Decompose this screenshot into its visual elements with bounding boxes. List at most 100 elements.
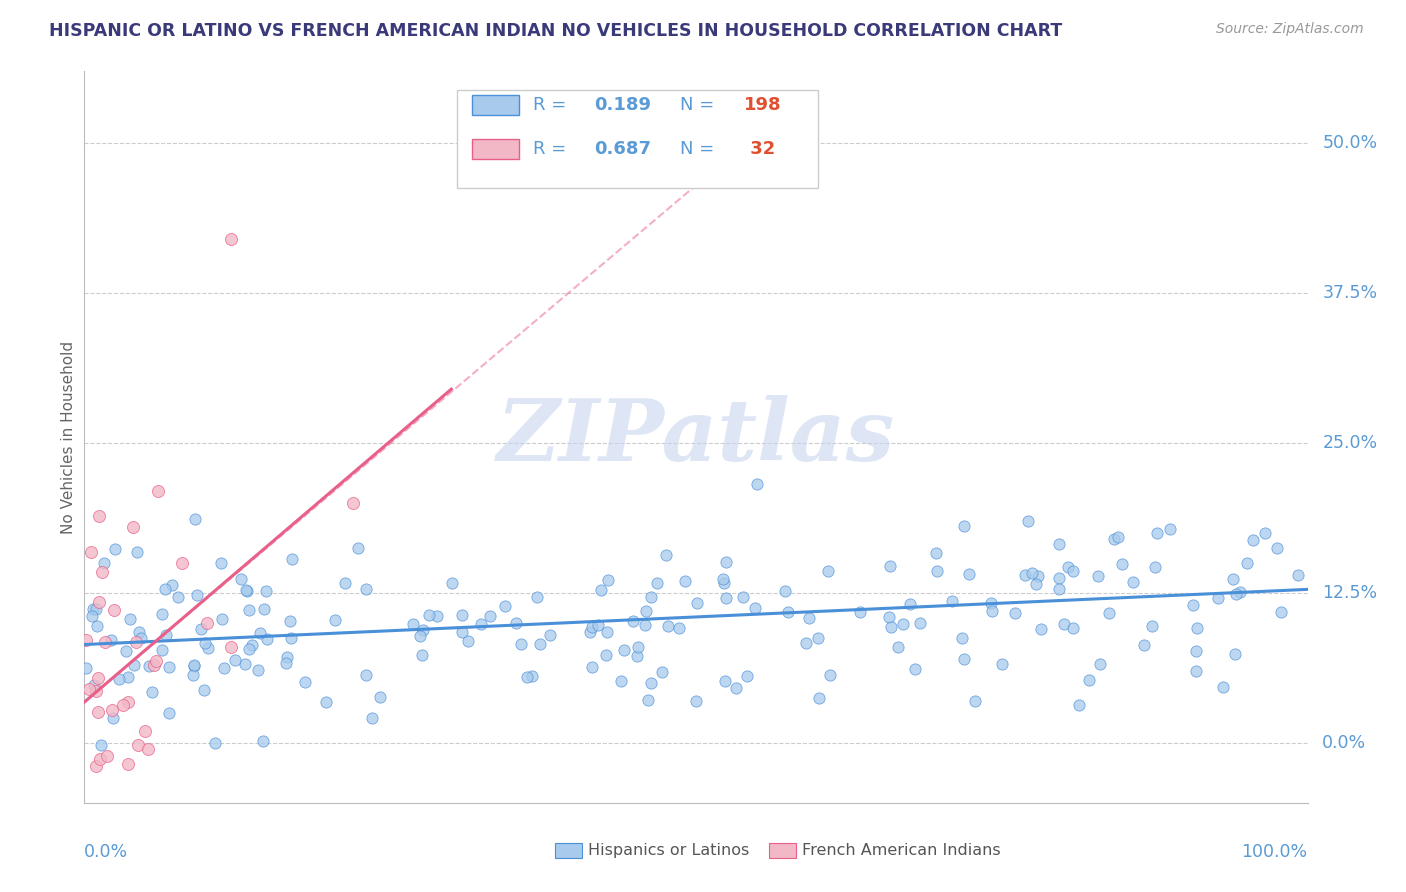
Point [256,632,278,646]
Point [84,759,107,773]
Point [634,618,657,632]
Point [111,698,134,712]
Point [101,703,124,717]
Point [141,684,163,698]
Point [280,632,302,646]
Point [118,612,141,626]
Point [229,572,252,586]
Point [1077,673,1099,687]
Point [128,624,150,639]
Point [626,649,648,664]
Point [127,739,149,753]
Point [1140,619,1163,633]
Point [145,654,167,668]
Point [1185,664,1208,678]
Point [898,598,921,612]
Point [668,621,690,635]
Point [673,574,696,588]
Point [211,612,233,626]
Point [1288,568,1310,582]
Point [190,622,212,636]
Point [204,736,226,750]
Point [75,632,97,647]
Text: 0.687: 0.687 [595,140,651,158]
Point [807,631,830,645]
Point [219,640,242,654]
Point [127,545,149,559]
Point [253,602,276,616]
Point [1021,566,1043,581]
Point [1087,569,1109,583]
Point [193,683,215,698]
Point [150,643,173,657]
Point [183,658,205,673]
Point [1067,698,1090,712]
Point [711,572,734,586]
Point [347,541,370,556]
Point [1254,526,1277,541]
Point [1047,571,1070,585]
Point [1270,606,1292,620]
Point [84,684,107,698]
Point [637,692,659,706]
Point [87,705,110,719]
Point [595,648,617,662]
Point [1236,556,1258,570]
Point [655,548,678,562]
Point [1133,638,1156,652]
Point [627,640,650,654]
Point [581,660,603,674]
Point [162,578,184,592]
Point [538,628,561,642]
Point [1025,577,1047,591]
Point [77,681,100,696]
Point [94,635,117,649]
Point [879,558,901,573]
Point [80,544,103,558]
Point [1222,572,1244,586]
Point [87,595,110,609]
Point [108,672,131,686]
Point [157,659,180,673]
Point [904,663,927,677]
Point [186,588,208,602]
Point [212,661,235,675]
Point [246,663,269,677]
Point [1014,568,1036,582]
Point [1241,533,1264,547]
Text: Source: ZipAtlas.com: Source: ZipAtlas.com [1216,22,1364,37]
Point [773,584,796,599]
Point [925,546,948,560]
Point [925,564,948,578]
Point [908,615,931,630]
Text: 198: 198 [744,96,782,114]
Point [941,594,963,608]
Point [134,723,156,738]
Point [478,608,501,623]
Point [991,657,1014,672]
Point [776,606,799,620]
Point [1102,533,1125,547]
Point [157,706,180,721]
Point [451,607,474,622]
Point [1265,541,1288,556]
Point [235,583,257,598]
Point [143,657,166,672]
Point [965,694,987,708]
Point [526,590,548,604]
Point [640,676,662,690]
Point [1185,622,1208,636]
Point [980,604,1002,618]
Point [90,738,112,752]
Text: N =: N = [681,96,720,114]
Point [122,520,145,534]
Point [451,625,474,640]
Point [219,232,242,246]
Point [276,649,298,664]
Point [184,512,207,526]
Point [716,555,738,569]
Point [879,620,901,634]
Point [713,576,735,591]
Point [104,542,127,557]
Text: 100.0%: 100.0% [1241,843,1308,861]
